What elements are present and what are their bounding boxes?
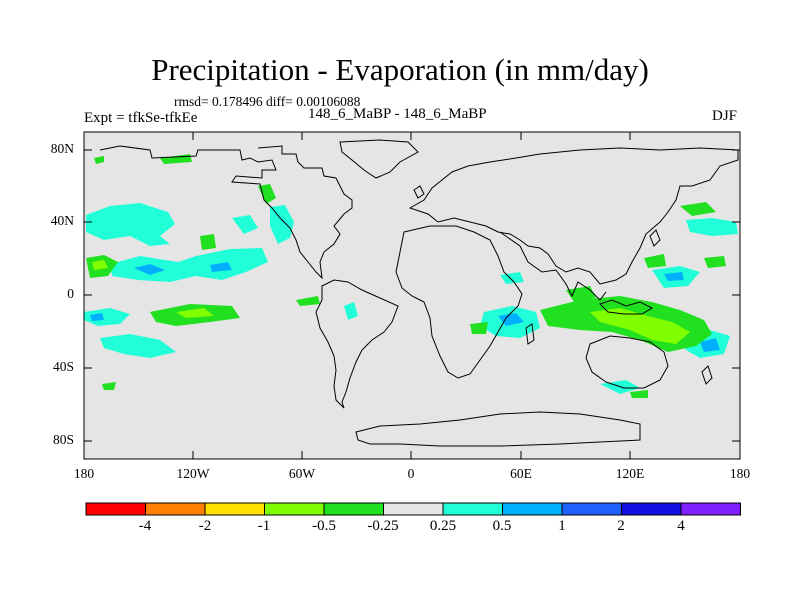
contour-negative — [296, 296, 320, 306]
x-tick-label: 120W — [176, 466, 210, 481]
contour-negative — [102, 382, 116, 390]
colorbar-label: -0.25 — [367, 518, 399, 534]
y-tick-label: 40N — [50, 213, 74, 228]
contour-positive-strong — [498, 313, 524, 326]
contour-positive — [84, 308, 130, 326]
contour-positive — [686, 218, 738, 236]
x-tick-label: 120E — [615, 466, 645, 481]
colorbar-swatch — [323, 502, 384, 516]
contour-positive-strong — [90, 313, 104, 321]
coastline-uk — [413, 185, 425, 199]
contour-negative — [566, 286, 596, 302]
contour-positive — [100, 334, 176, 358]
contour-positive-strong — [664, 272, 684, 281]
colorbar-label: 1 — [558, 518, 566, 534]
contour-negative-strong — [590, 308, 690, 344]
coastline-greenland — [339, 139, 419, 179]
experiment-label: Expt = tfkSe-tfkEe — [84, 110, 198, 126]
contour-positive-strong — [210, 262, 232, 272]
rmsd-diff-stats: rmsd= 0.178496 diff= 0.00106088 — [174, 94, 361, 109]
contour-negative-strong — [92, 260, 108, 270]
colorbar-swatch — [383, 502, 444, 516]
colorbar-label: -1 — [257, 518, 271, 534]
x-tick-label: 180 — [729, 466, 751, 481]
contour-positive-strong — [700, 338, 720, 352]
colorbar-label: -2 — [198, 518, 212, 534]
colorbar-swatch — [680, 502, 741, 516]
y-tick-label: 80S — [52, 432, 74, 447]
colorbar-swatch — [204, 502, 265, 516]
colorbar-label: -4 — [138, 518, 152, 534]
contour-negative-strong — [176, 308, 214, 318]
coastline-madagascar — [525, 323, 535, 345]
colorbar-swatch — [561, 502, 622, 516]
colorbar-swatch — [621, 502, 682, 516]
coastline-africa — [395, 225, 523, 379]
coastline-japan — [649, 229, 661, 247]
colorbar-label: 2 — [617, 518, 625, 534]
colorbar-label: 4 — [677, 518, 685, 534]
colorbar-swatch — [264, 502, 325, 516]
colorbar — [85, 502, 741, 516]
colorbar-label: 0.5 — [492, 518, 512, 534]
contour-positive — [270, 205, 294, 244]
axis-ticks — [83, 132, 741, 459]
contour-positive — [232, 215, 258, 234]
colorbar-swatch — [442, 502, 503, 516]
contour-negative — [644, 254, 666, 268]
coastline-south-america — [315, 279, 399, 409]
x-tick-label: 60W — [288, 466, 316, 481]
coastline-south-asia — [499, 231, 607, 301]
case-label: 148_6_MaBP - 148_6_MaBP — [308, 106, 487, 122]
coastlines — [99, 139, 739, 447]
y-tick-label: 40S — [52, 359, 74, 374]
coastline-antarctica — [355, 411, 641, 447]
contour-negative — [470, 322, 488, 334]
contour-fills — [84, 154, 738, 398]
contour-negative — [680, 202, 716, 216]
plot-title: Precipitation - Evaporation (in mm/day) — [151, 52, 649, 87]
coastline-eurasia — [408, 147, 739, 285]
contour-negative — [200, 234, 216, 250]
coastline-new-zealand — [701, 365, 713, 385]
coastline-north-america — [99, 145, 353, 280]
x-tick-label: 60E — [510, 466, 532, 481]
colorbar-label: -0.5 — [312, 518, 336, 534]
x-tick-label: 0 — [407, 466, 415, 481]
y-tick-label: 0 — [67, 286, 74, 301]
colorbar-swatch — [502, 502, 563, 516]
contour-negative — [258, 184, 276, 204]
contour-positive — [344, 302, 358, 320]
coastline-maritime — [599, 299, 654, 315]
contour-positive — [86, 203, 175, 246]
x-tick-label: 180 — [73, 466, 95, 481]
colorbar-swatch — [145, 502, 206, 516]
coastline-australia — [585, 335, 669, 389]
contour-positive-strong — [134, 264, 165, 275]
y-tick-label: 80N — [50, 141, 74, 156]
colorbar-swatch — [85, 502, 146, 516]
season-label: DJF — [712, 108, 738, 124]
colorbar-label: 0.25 — [429, 518, 457, 534]
contour-negative — [94, 156, 104, 164]
contour-positive — [500, 272, 524, 284]
contour-negative — [630, 390, 648, 398]
contour-negative — [704, 256, 726, 268]
